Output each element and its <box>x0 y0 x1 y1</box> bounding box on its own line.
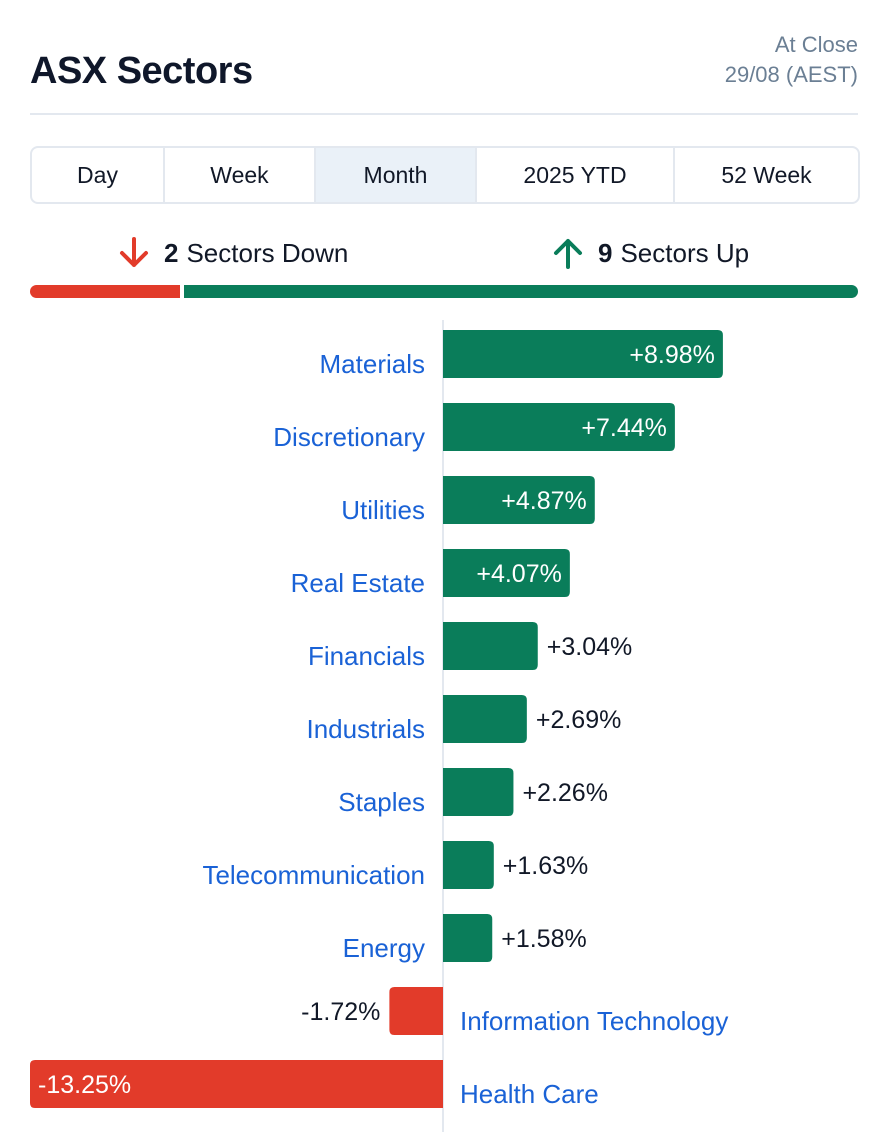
tab-52-week[interactable]: 52 Week <box>721 161 812 188</box>
bar-positive <box>443 695 527 743</box>
bar-positive <box>443 622 538 670</box>
bar-value-label: +1.63% <box>503 852 588 880</box>
sector-row: +1.63% Telecommunication <box>202 841 588 890</box>
period-tabs: Day Week Month 2025 YTD 52 Week <box>30 146 860 204</box>
sector-bar-chart: +8.98% Materials +7.44% Discretionary +4.87%… <box>0 320 894 1132</box>
bar-value-label: +2.26% <box>522 779 608 807</box>
bar-positive <box>443 768 514 816</box>
header: ASX Sectors At Close 29/08 (AEST) <box>30 28 858 114</box>
close-date: 29/08 (AEST) <box>724 62 858 87</box>
bar-negative <box>389 987 443 1035</box>
bar-value-label: +4.87% <box>501 487 587 515</box>
sectors-down-summary: 2 Sectors Down <box>118 232 348 274</box>
sector-row: -1.72% Information Technology <box>301 987 728 1036</box>
tab-day[interactable]: Day <box>32 148 165 202</box>
sector-name-label: Information Technology <box>460 1006 728 1036</box>
bar-value-label: +3.04% <box>547 633 633 661</box>
sector-row: +3.04% Financials <box>308 622 632 671</box>
sector-name-label: Industrials <box>307 714 426 744</box>
ratio-up-segment <box>184 285 858 298</box>
bar-negative <box>30 1060 443 1108</box>
sector-row: +4.07% Real Estate <box>291 549 570 598</box>
market-status: At Close <box>774 32 858 57</box>
bar-value-label: +2.69% <box>536 706 622 734</box>
sector-name-label: Financials <box>308 641 425 671</box>
sectors-up-label: Sectors Up <box>620 237 750 268</box>
sectors-down-count: 2 <box>164 237 179 268</box>
bar-value-label: -1.72% <box>301 998 380 1026</box>
up-down-ratio-bar <box>30 285 858 298</box>
sector-name-label: Materials <box>320 349 425 379</box>
arrow-down-icon <box>120 237 148 267</box>
arrow-up-icon <box>554 239 582 269</box>
sector-name-label: Telecommunication <box>202 860 425 890</box>
sector-row: +8.98% Materials <box>320 330 723 379</box>
header-divider <box>30 113 858 115</box>
sector-row: +1.58% Energy <box>343 914 587 963</box>
sectors-down-label: Sectors Down <box>186 237 349 268</box>
sector-row: +2.26% Staples <box>338 768 608 817</box>
bar-value-label: -13.25% <box>38 1071 131 1099</box>
ratio-down-segment <box>30 285 180 298</box>
sector-bar-chart-svg: +8.98% Materials +7.44% Discretionary +4.87%… <box>30 320 728 1132</box>
sector-row: +7.44% Discretionary <box>273 403 675 452</box>
sector-name-label: Staples <box>338 787 425 817</box>
sectors-up-count: 9 <box>598 237 613 268</box>
sector-row: -13.25% Health Care <box>30 1060 599 1109</box>
sector-row: +2.69% Industrials <box>307 695 622 744</box>
bar-value-label: +4.07% <box>476 560 562 588</box>
bar-value-label: +8.98% <box>629 341 715 369</box>
sector-name-label: Discretionary <box>273 422 425 452</box>
bar-positive <box>443 549 570 597</box>
sector-name-label: Real Estate <box>291 568 425 598</box>
tab-week[interactable]: Week <box>165 148 316 202</box>
bar-positive <box>443 330 723 378</box>
sector-row: +4.87% Utilities <box>341 476 595 525</box>
tab-2025-ytd[interactable]: 2025 YTD <box>477 148 675 202</box>
bar-positive <box>443 403 675 451</box>
sector-name-label: Health Care <box>460 1079 599 1109</box>
bar-value-label: +1.58% <box>501 925 587 953</box>
sectors-up-summary: 9 Sectors Up <box>552 232 749 274</box>
tab-month[interactable]: Month <box>316 148 477 202</box>
close-status: At Close 29/08 (AEST) <box>725 30 858 90</box>
sector-name-label: Utilities <box>341 495 425 525</box>
bar-positive <box>443 476 595 524</box>
bar-positive <box>443 841 494 889</box>
sector-name-label: Energy <box>343 933 425 963</box>
bar-positive <box>443 914 493 962</box>
page-title: ASX Sectors <box>30 50 253 92</box>
bar-value-label: +7.44% <box>581 414 667 442</box>
